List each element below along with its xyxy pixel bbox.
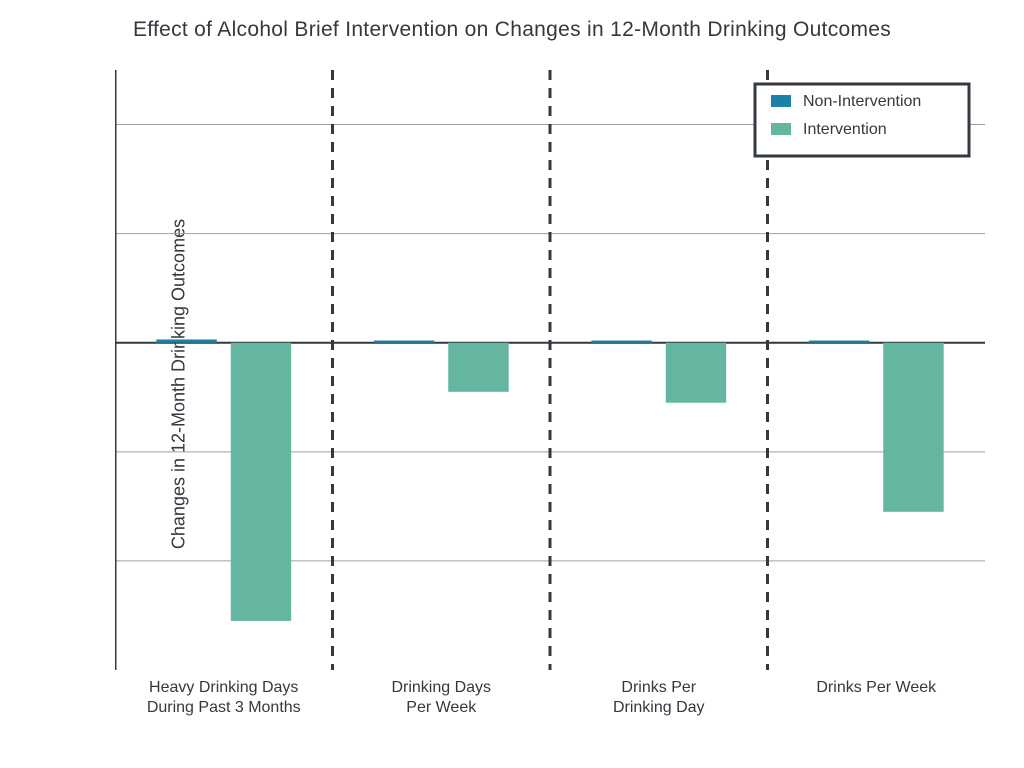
svg-text:Non-Intervention: Non-Intervention: [803, 93, 921, 110]
svg-text:Heavy Drinking Days: Heavy Drinking Days: [149, 679, 298, 696]
plot-area: -0.2-0.1Baseline0.10.20Heavy Drinking Da…: [115, 70, 985, 670]
svg-text:Intervention: Intervention: [803, 121, 887, 138]
svg-text:Drinking Days: Drinking Days: [391, 679, 491, 696]
svg-text:During Past 3 Months: During Past 3 Months: [147, 699, 301, 716]
svg-text:Drinks Per Week: Drinks Per Week: [816, 679, 937, 696]
svg-text:Drinking Day: Drinking Day: [613, 699, 705, 716]
svg-text:Drinks Per: Drinks Per: [621, 679, 696, 696]
chart-svg: -0.2-0.1Baseline0.10.20Heavy Drinking Da…: [115, 70, 985, 730]
chart-title: Effect of Alcohol Brief Intervention on …: [0, 18, 1024, 42]
svg-text:Per Week: Per Week: [406, 699, 477, 716]
chart-container: Effect of Alcohol Brief Intervention on …: [0, 0, 1024, 768]
